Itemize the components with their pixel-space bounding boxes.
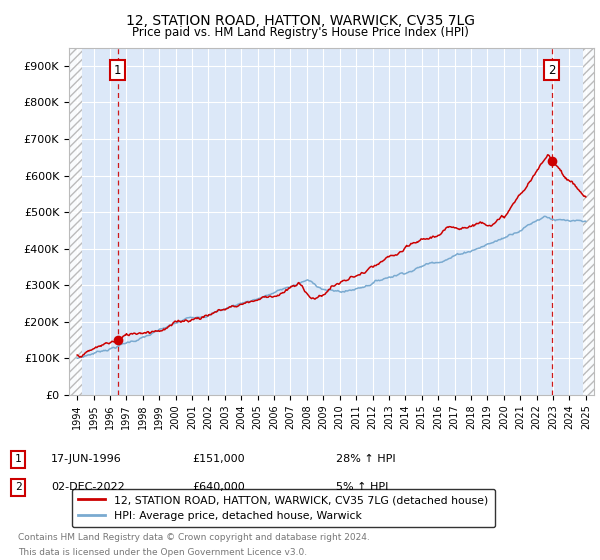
Text: £640,000: £640,000 [192,482,245,492]
Legend: 12, STATION ROAD, HATTON, WARWICK, CV35 7LG (detached house), HPI: Average price: 12, STATION ROAD, HATTON, WARWICK, CV35 … [72,489,495,527]
Text: 2: 2 [548,64,556,77]
Text: 02-DEC-2022: 02-DEC-2022 [51,482,125,492]
Text: 12, STATION ROAD, HATTON, WARWICK, CV35 7LG: 12, STATION ROAD, HATTON, WARWICK, CV35 … [125,14,475,28]
Text: 1: 1 [114,64,121,77]
Text: 17-JUN-1996: 17-JUN-1996 [51,454,122,464]
Text: 5% ↑ HPI: 5% ↑ HPI [336,482,388,492]
Text: Price paid vs. HM Land Registry's House Price Index (HPI): Price paid vs. HM Land Registry's House … [131,26,469,39]
Text: £151,000: £151,000 [192,454,245,464]
Text: 1: 1 [14,454,22,464]
Bar [583,48,594,395]
Bar [69,48,82,395]
Text: Contains HM Land Registry data © Crown copyright and database right 2024.: Contains HM Land Registry data © Crown c… [18,533,370,542]
Text: 28% ↑ HPI: 28% ↑ HPI [336,454,395,464]
Text: This data is licensed under the Open Government Licence v3.0.: This data is licensed under the Open Gov… [18,548,307,557]
Text: 2: 2 [14,482,22,492]
